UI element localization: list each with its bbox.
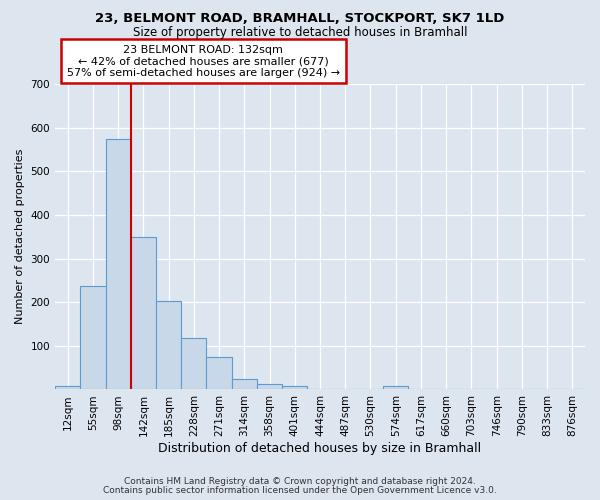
Bar: [55, 386, 80, 390]
Text: 23 BELMONT ROAD: 132sqm
← 42% of detached houses are smaller (677)
57% of semi-d: 23 BELMONT ROAD: 132sqm ← 42% of detache…: [67, 44, 340, 78]
Bar: [383, 386, 409, 390]
Text: Contains HM Land Registry data © Crown copyright and database right 2024.: Contains HM Land Registry data © Crown c…: [124, 477, 476, 486]
Text: 23, BELMONT ROAD, BRAMHALL, STOCKPORT, SK7 1LD: 23, BELMONT ROAD, BRAMHALL, STOCKPORT, S…: [95, 12, 505, 26]
X-axis label: Distribution of detached houses by size in Bramhall: Distribution of detached houses by size …: [158, 442, 482, 455]
Bar: [156, 301, 181, 390]
Bar: [282, 386, 307, 390]
Bar: [181, 338, 206, 390]
Bar: [257, 384, 282, 390]
Bar: [80, 286, 106, 390]
Bar: [206, 356, 232, 390]
Text: Contains public sector information licensed under the Open Government Licence v3: Contains public sector information licen…: [103, 486, 497, 495]
Bar: [131, 236, 156, 390]
Bar: [106, 138, 131, 390]
Y-axis label: Number of detached properties: Number of detached properties: [15, 149, 25, 324]
Text: Size of property relative to detached houses in Bramhall: Size of property relative to detached ho…: [133, 26, 467, 39]
Bar: [232, 378, 257, 390]
